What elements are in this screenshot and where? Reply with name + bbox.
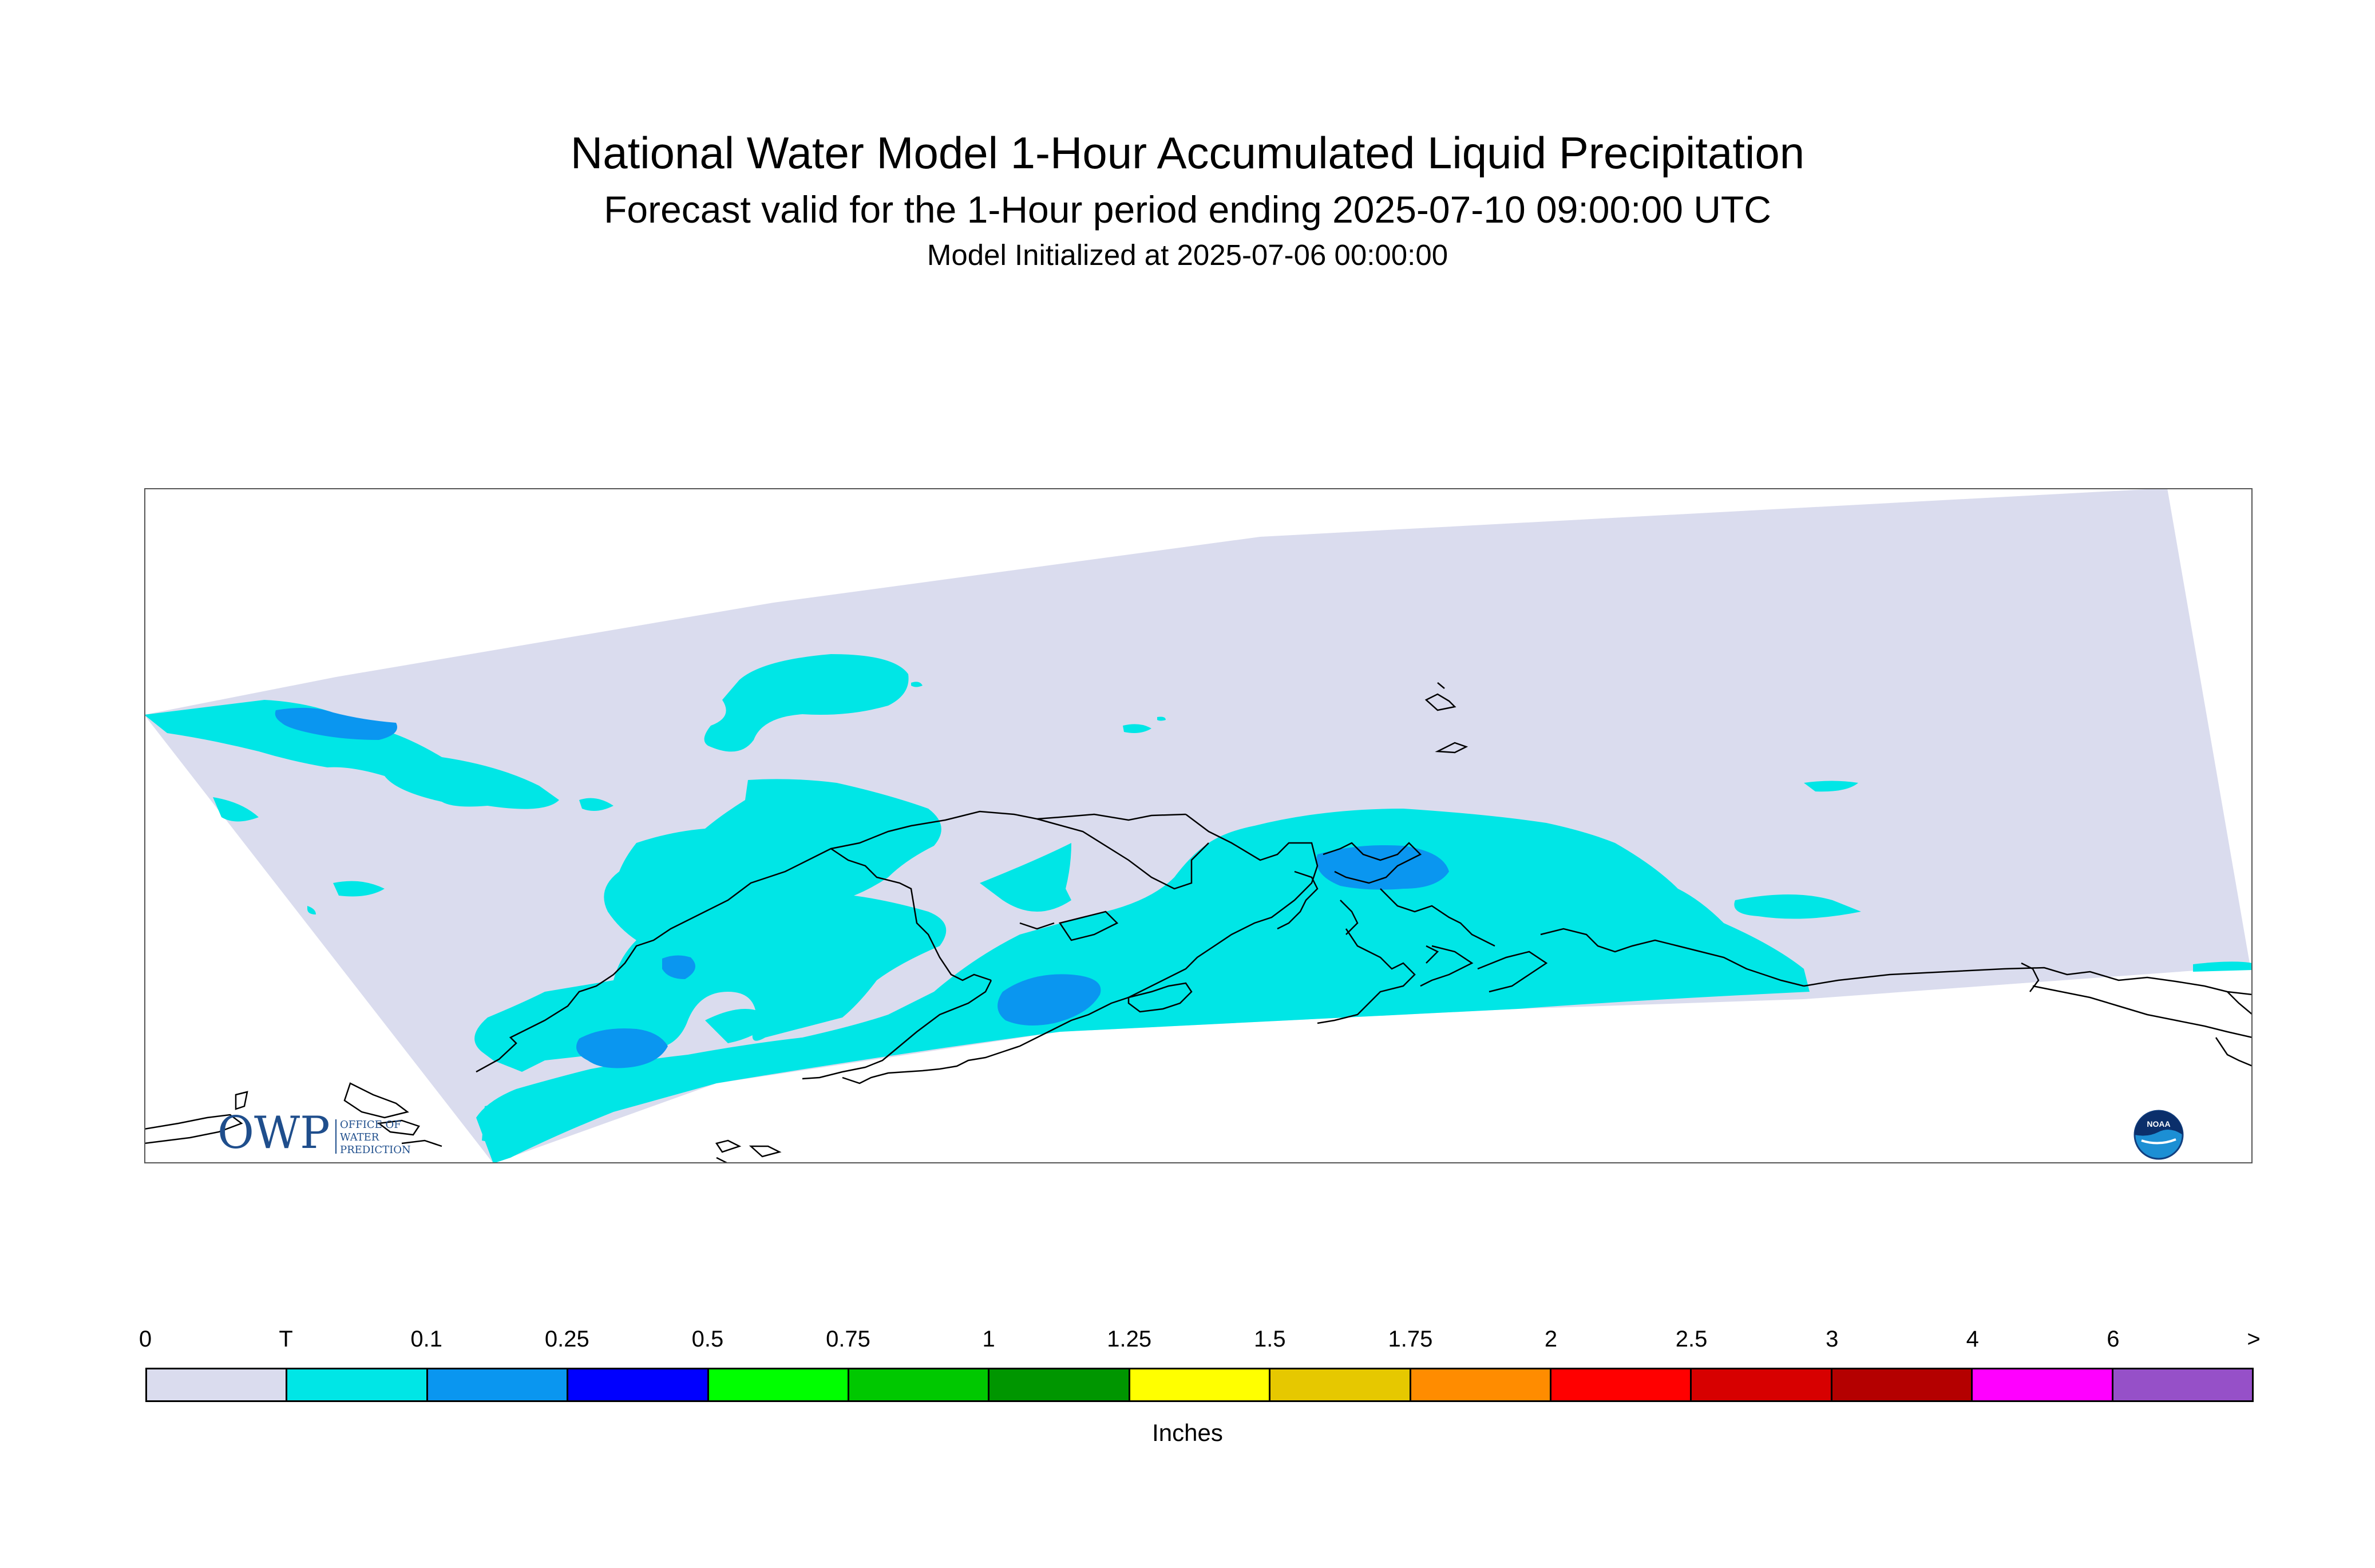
- owp-logo: OWP OFFICE OF WATER PREDICTION: [217, 1107, 411, 1159]
- owp-logo-sub-3: PREDICTION: [340, 1144, 411, 1156]
- legend-swatch-13: [1973, 1369, 2113, 1400]
- map-title: National Water Model 1-Hour Accumulated …: [570, 128, 1805, 178]
- legend-swatch-7: [1130, 1369, 1271, 1400]
- legend-swatch-4: [708, 1369, 850, 1400]
- legend-swatch-3: [568, 1369, 709, 1400]
- legend-swatch-5: [849, 1369, 990, 1400]
- legend-swatch-0: [147, 1369, 288, 1400]
- legend-label: 2: [1544, 1327, 1558, 1352]
- owp-logo-sub-2: WATER: [340, 1131, 379, 1143]
- legend-label: 1.25: [1107, 1327, 1152, 1352]
- legend-label: >: [2247, 1327, 2261, 1352]
- model-init-line: Model Initialized at 2025-07-06 00:00:00: [927, 239, 1448, 271]
- noaa-logo-text: NOAA: [2147, 1119, 2170, 1129]
- precipitation-map: OWP OFFICE OF WATER PREDICTION NOAA: [144, 488, 2253, 1163]
- legend-label: 0.75: [826, 1327, 870, 1352]
- legend-swatch-14: [2113, 1369, 2253, 1400]
- legend-units: Inches: [1152, 1419, 1223, 1446]
- legend-swatch-1: [287, 1369, 428, 1400]
- legend-label: 1.5: [1253, 1327, 1286, 1352]
- legend-label: 0.1: [410, 1327, 442, 1352]
- coastline-outlines: [144, 682, 2253, 1163]
- legend-swatch-12: [1832, 1369, 1973, 1400]
- owp-logo-text: OWP: [217, 1107, 330, 1159]
- legend-label: 0: [138, 1327, 152, 1352]
- legend-label: 1.75: [1388, 1327, 1433, 1352]
- legend-swatch-9: [1411, 1369, 1552, 1400]
- forecast-valid-subtitle: Forecast valid for the 1-Hour period end…: [604, 188, 1771, 231]
- legend-label: 3: [1826, 1327, 1839, 1352]
- noaa-logo: NOAA: [2133, 1110, 2184, 1160]
- legend-labels: 0 T 0.1 0.25 0.5 0.75 1 1.25 1.5 1.75 2 2.5 3 4 6 >: [0, 1327, 2375, 1361]
- legend-label: 0.25: [544, 1327, 589, 1352]
- legend-label: 4: [1966, 1327, 1979, 1352]
- trace-precip-areas: [144, 654, 2253, 1163]
- legend-colorbar: [145, 1368, 2254, 1402]
- legend-label: T: [279, 1327, 293, 1352]
- legend-label: 1: [982, 1327, 995, 1352]
- legend-swatch-11: [1692, 1369, 1832, 1400]
- legend-label: 0.5: [691, 1327, 724, 1352]
- legend-label: 6: [2107, 1327, 2120, 1352]
- owp-logo-sub-1: OFFICE OF: [340, 1119, 401, 1131]
- legend-swatch-6: [989, 1369, 1130, 1400]
- legend-swatch-2: [428, 1369, 569, 1400]
- legend-label: 2.5: [1675, 1327, 1708, 1352]
- legend-swatch-10: [1551, 1369, 1692, 1400]
- legend-swatch-8: [1270, 1369, 1411, 1400]
